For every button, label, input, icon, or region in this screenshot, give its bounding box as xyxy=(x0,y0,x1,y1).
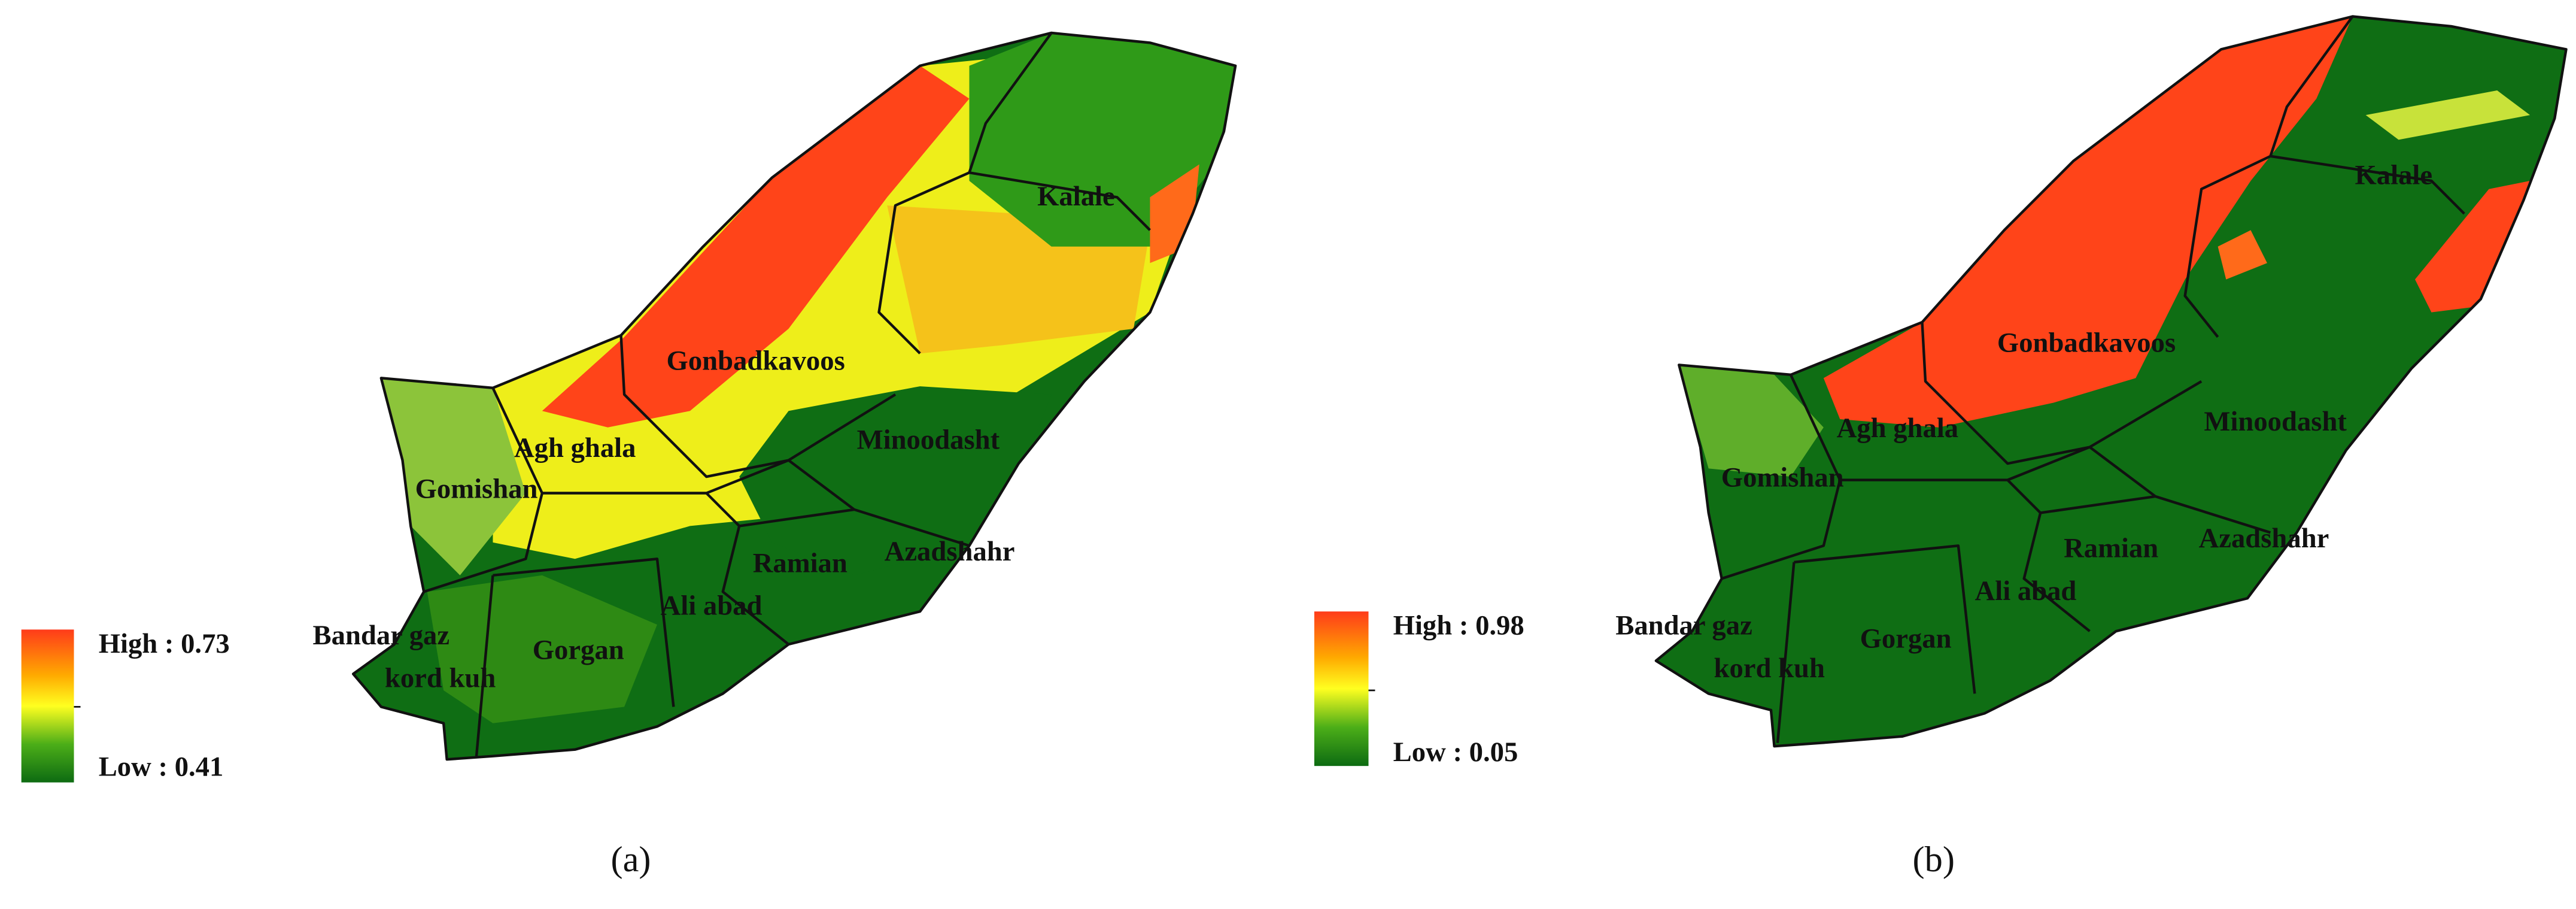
map-border xyxy=(1654,15,2568,748)
legend-low: Low : 0.41 xyxy=(99,752,224,783)
district-label: Kalale xyxy=(1037,181,1115,212)
district-label: Ali abad xyxy=(661,590,763,622)
district-label: Minoodasht xyxy=(857,424,1000,455)
legend-ramp xyxy=(21,629,74,783)
district-label: kord kuh xyxy=(1714,653,1825,684)
district-label: Ramian xyxy=(2064,533,2158,564)
district-label: Gomishan xyxy=(1721,462,1844,493)
map-border xyxy=(351,31,1237,761)
district-label: Gorgan xyxy=(1860,623,1952,655)
district-label: Gorgan xyxy=(533,635,624,666)
panel-caption: (b) xyxy=(1913,840,1955,880)
district-label: kord kuh xyxy=(385,662,496,693)
district-borders xyxy=(423,32,1151,756)
district-label: Ramian xyxy=(753,547,847,578)
district-label: Ali abad xyxy=(1975,575,2077,607)
legend-high: High : 0.98 xyxy=(1393,610,1524,641)
district-label: Kalale xyxy=(2355,159,2433,190)
legend-low: Low : 0.05 xyxy=(1393,737,1518,768)
district-label: Azadshahr xyxy=(2199,523,2329,554)
district-label: Gomishan xyxy=(415,474,538,505)
panel-caption: (a) xyxy=(611,840,651,880)
district-borders xyxy=(1721,16,2465,743)
district-label: Gonbadkavoos xyxy=(667,346,845,377)
district-label: Gonbadkavoos xyxy=(1997,327,2176,358)
district-label: Agh ghala xyxy=(514,432,636,463)
district-label: Bandar gaz xyxy=(1615,610,1752,641)
district-label: Minoodasht xyxy=(2204,406,2347,437)
legend-ramp xyxy=(1314,611,1369,766)
district-label: Bandar gaz xyxy=(313,620,450,651)
legend-high: High : 0.73 xyxy=(99,628,230,659)
district-label: Azadshahr xyxy=(885,536,1015,567)
district-label: Agh ghala xyxy=(1837,413,1959,444)
